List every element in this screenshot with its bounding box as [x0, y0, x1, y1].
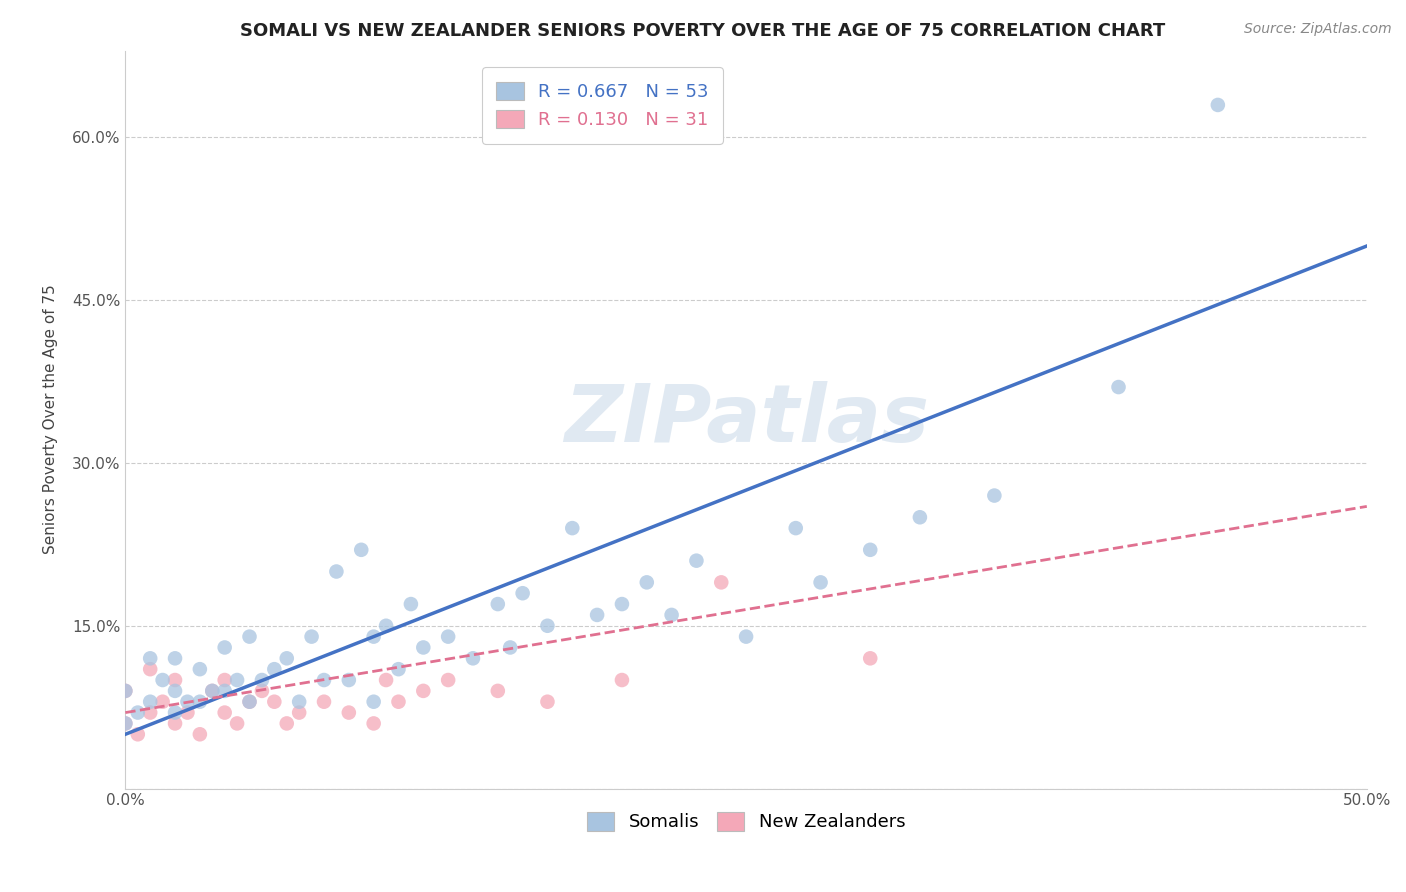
Point	[387, 662, 409, 676]
Point	[276, 716, 298, 731]
Point	[1108, 380, 1130, 394]
Text: Source: ZipAtlas.com: Source: ZipAtlas.com	[1244, 22, 1392, 37]
Point	[312, 673, 335, 687]
Point	[859, 651, 882, 665]
Point	[250, 684, 273, 698]
Point	[250, 673, 273, 687]
Point	[387, 695, 409, 709]
Point	[152, 673, 174, 687]
Point	[512, 586, 534, 600]
Point	[214, 673, 236, 687]
Point	[163, 706, 186, 720]
Point	[561, 521, 583, 535]
Point	[114, 684, 136, 698]
Point	[710, 575, 733, 590]
Text: ZIPatlas: ZIPatlas	[564, 381, 928, 458]
Point	[176, 695, 198, 709]
Point	[127, 727, 149, 741]
Point	[139, 651, 162, 665]
Point	[785, 521, 807, 535]
Point	[163, 673, 186, 687]
Point	[375, 619, 398, 633]
Point	[188, 662, 211, 676]
Point	[412, 684, 434, 698]
Point	[238, 695, 260, 709]
Point	[214, 684, 236, 698]
Point	[127, 706, 149, 720]
Legend: Somalis, New Zealanders: Somalis, New Zealanders	[572, 797, 920, 846]
Point	[486, 597, 509, 611]
Point	[325, 565, 347, 579]
Point	[139, 695, 162, 709]
Point	[337, 673, 360, 687]
Point	[263, 695, 285, 709]
Point	[610, 673, 633, 687]
Point	[163, 684, 186, 698]
Point	[350, 542, 373, 557]
Point	[263, 662, 285, 676]
Point	[214, 640, 236, 655]
Point	[536, 695, 558, 709]
Point	[188, 727, 211, 741]
Point	[363, 630, 385, 644]
Point	[188, 695, 211, 709]
Point	[810, 575, 832, 590]
Point	[238, 630, 260, 644]
Point	[586, 607, 609, 622]
Point	[301, 630, 323, 644]
Point	[163, 716, 186, 731]
Point	[201, 684, 224, 698]
Point	[163, 651, 186, 665]
Point	[412, 640, 434, 655]
Point	[685, 554, 707, 568]
Point	[238, 695, 260, 709]
Point	[114, 716, 136, 731]
Point	[661, 607, 683, 622]
Point	[363, 716, 385, 731]
Point	[859, 542, 882, 557]
Point	[437, 673, 460, 687]
Point	[1206, 98, 1229, 112]
Point	[312, 695, 335, 709]
Point	[461, 651, 484, 665]
Point	[226, 673, 249, 687]
Point	[114, 684, 136, 698]
Point	[139, 662, 162, 676]
Point	[337, 706, 360, 720]
Point	[908, 510, 931, 524]
Point	[486, 684, 509, 698]
Point	[363, 695, 385, 709]
Point	[399, 597, 422, 611]
Point	[636, 575, 658, 590]
Point	[214, 706, 236, 720]
Point	[276, 651, 298, 665]
Point	[139, 706, 162, 720]
Point	[499, 640, 522, 655]
Point	[610, 597, 633, 611]
Point	[176, 706, 198, 720]
Point	[983, 489, 1005, 503]
Point	[226, 716, 249, 731]
Point	[288, 695, 311, 709]
Point	[114, 716, 136, 731]
Text: SOMALI VS NEW ZEALANDER SENIORS POVERTY OVER THE AGE OF 75 CORRELATION CHART: SOMALI VS NEW ZEALANDER SENIORS POVERTY …	[240, 22, 1166, 40]
Point	[735, 630, 758, 644]
Point	[375, 673, 398, 687]
Point	[536, 619, 558, 633]
Point	[437, 630, 460, 644]
Point	[288, 706, 311, 720]
Y-axis label: Seniors Poverty Over the Age of 75: Seniors Poverty Over the Age of 75	[44, 285, 58, 555]
Point	[201, 684, 224, 698]
Point	[152, 695, 174, 709]
